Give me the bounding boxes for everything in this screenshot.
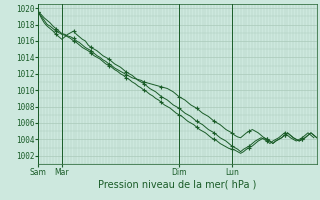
X-axis label: Pression niveau de la mer( hPa ): Pression niveau de la mer( hPa ) [99,180,257,190]
